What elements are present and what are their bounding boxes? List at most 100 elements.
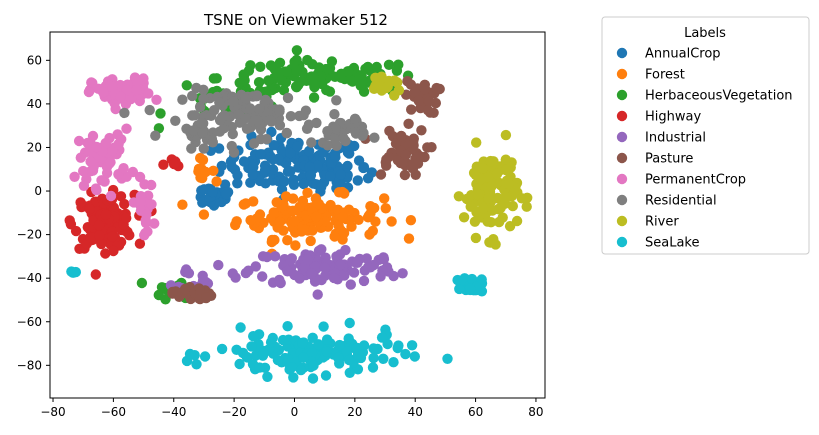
legend-item-residential: Residential (616, 194, 717, 209)
data-point (483, 193, 494, 204)
data-point (75, 197, 86, 208)
data-point (392, 342, 403, 354)
data-point (271, 197, 282, 208)
data-point (410, 169, 421, 180)
data-point (340, 135, 351, 147)
data-point (252, 115, 263, 126)
data-point (278, 85, 290, 96)
data-point (150, 130, 161, 141)
data-point (470, 232, 482, 244)
data-point (364, 229, 375, 240)
series-herbaceousvegetation (136, 45, 414, 305)
data-point (267, 154, 279, 165)
data-point (179, 283, 191, 295)
data-point (313, 198, 325, 210)
data-point (287, 205, 299, 216)
data-point (199, 351, 211, 362)
data-point (269, 234, 280, 246)
data-point (406, 340, 418, 351)
data-point (434, 83, 445, 95)
data-point (397, 157, 408, 169)
data-point (355, 80, 366, 91)
legend-label: PermanentCrop (645, 173, 746, 188)
data-point (187, 90, 198, 102)
data-point (338, 227, 350, 239)
data-point (276, 145, 287, 157)
data-point (131, 84, 142, 96)
data-point (453, 191, 465, 202)
data-point (100, 209, 112, 220)
data-point (454, 283, 465, 295)
data-point (155, 108, 166, 119)
data-point (259, 164, 271, 176)
data-point (298, 178, 309, 190)
data-point (477, 163, 488, 174)
legend-marker (616, 215, 628, 227)
data-point (199, 184, 210, 195)
data-point (90, 269, 102, 280)
data-point (254, 103, 265, 115)
data-point (275, 277, 286, 289)
data-point (307, 332, 318, 343)
data-point (168, 158, 180, 170)
x-tick-label: −80 (40, 405, 65, 419)
data-point (329, 109, 340, 120)
data-point (378, 252, 389, 263)
data-point (208, 73, 220, 84)
data-point (302, 187, 313, 198)
legend-item-river: River (616, 215, 679, 230)
data-point (369, 132, 380, 143)
data-point (245, 177, 256, 188)
data-point (197, 275, 209, 286)
data-point (469, 216, 481, 227)
data-point (91, 141, 102, 153)
data-point (213, 259, 224, 271)
data-point (265, 115, 276, 126)
data-point (486, 181, 497, 192)
data-point (354, 253, 365, 265)
x-tick-label: 20 (347, 405, 362, 419)
data-point (100, 248, 111, 259)
data-point (349, 113, 361, 125)
data-point (115, 191, 127, 202)
data-point (241, 351, 252, 363)
data-point (121, 84, 133, 96)
data-point (334, 339, 345, 351)
y-tick-label: −40 (17, 271, 42, 285)
data-point (389, 90, 400, 101)
data-point (358, 340, 370, 351)
data-point (85, 156, 96, 167)
data-point (368, 352, 379, 364)
data-point (160, 294, 171, 305)
data-point (475, 174, 487, 185)
legend-label: HerbaceousVegetation (645, 89, 793, 104)
data-point (490, 239, 501, 250)
data-point (253, 77, 265, 88)
y-tick-label: 60 (27, 53, 42, 67)
data-point (383, 151, 394, 163)
data-point (288, 179, 300, 190)
data-point (369, 202, 380, 214)
data-point (345, 279, 356, 290)
data-point (308, 360, 319, 371)
data-point (288, 372, 299, 383)
data-point (232, 178, 243, 189)
x-tick-label: 80 (528, 405, 543, 419)
data-point (336, 68, 347, 80)
data-point (216, 343, 228, 355)
data-point (363, 210, 375, 221)
data-point (307, 373, 319, 384)
data-point (344, 367, 355, 378)
data-point (226, 140, 237, 152)
data-point (86, 77, 97, 88)
legend-item-herbaceousvegetation: HerbaceousVegetation (616, 89, 793, 104)
plot-frame (49, 31, 546, 399)
legend-marker (616, 173, 628, 185)
data-point (316, 244, 327, 255)
data-point (235, 322, 246, 333)
data-point (472, 188, 483, 200)
data-point (227, 268, 238, 279)
data-point (426, 142, 437, 153)
data-point (135, 196, 146, 208)
data-point (97, 86, 109, 98)
